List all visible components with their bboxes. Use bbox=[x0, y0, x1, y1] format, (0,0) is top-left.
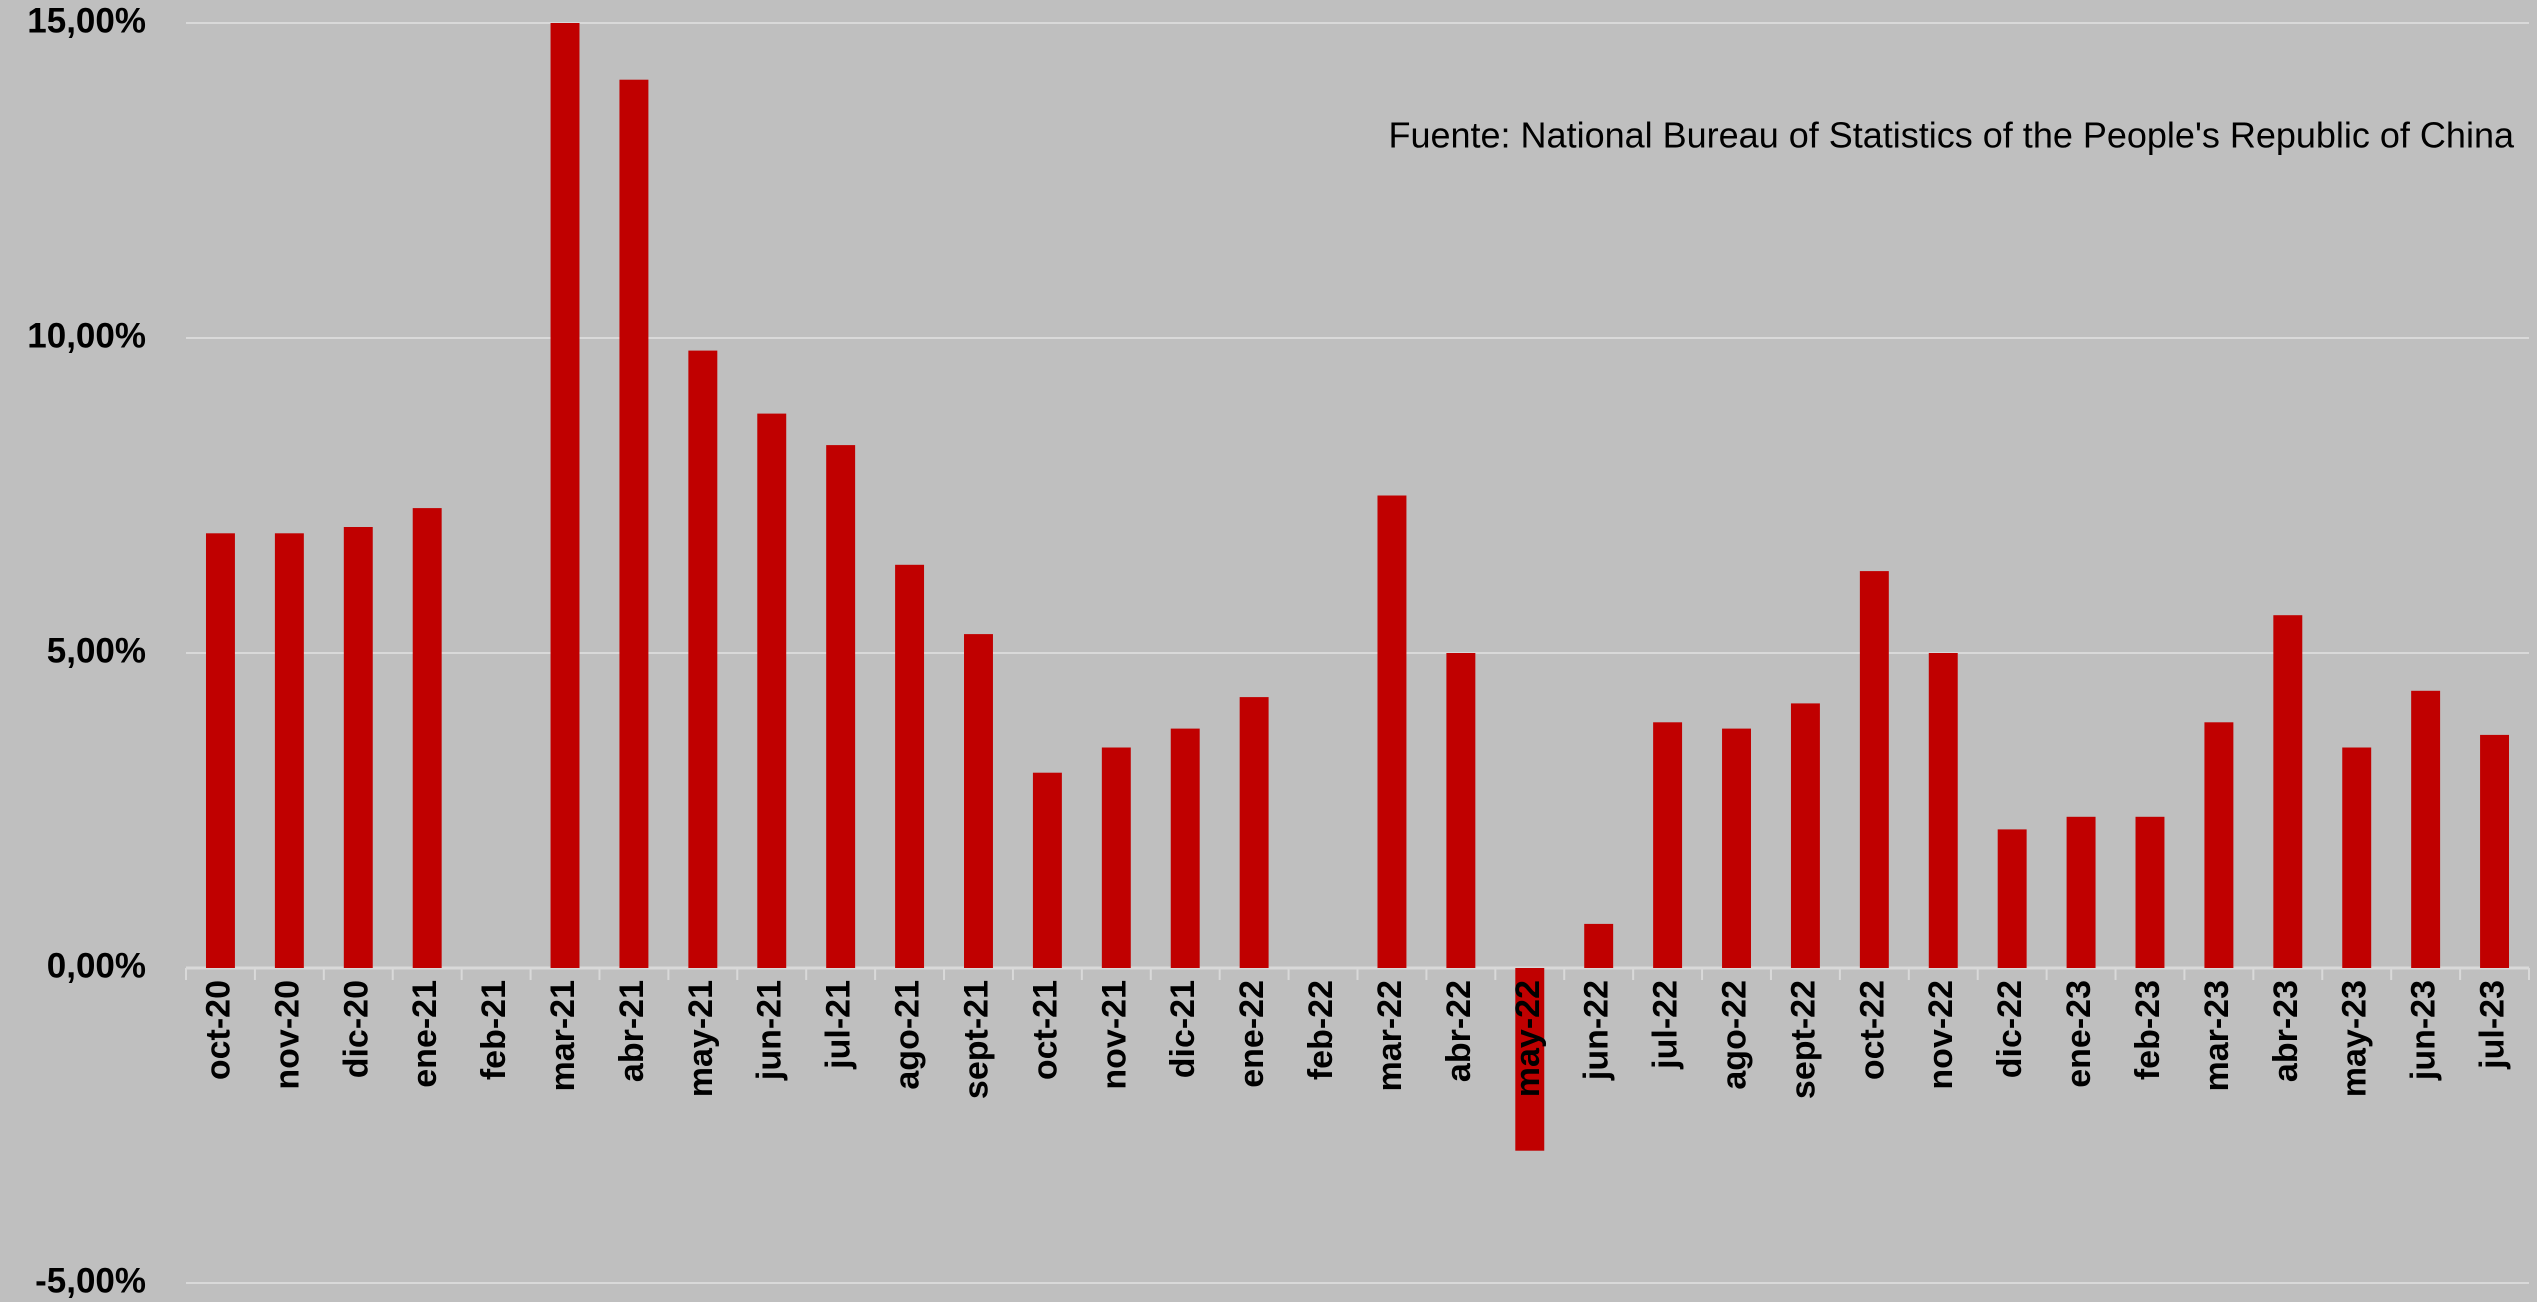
bar bbox=[1446, 653, 1476, 968]
x-tick-label: nov-21 bbox=[1095, 980, 1133, 1090]
x-tick-label: jul-22 bbox=[1647, 980, 1685, 1070]
bar bbox=[688, 350, 718, 969]
x-tick-label: feb-22 bbox=[1302, 980, 1340, 1080]
bar bbox=[2204, 722, 2234, 968]
x-tick-label: oct-22 bbox=[1853, 980, 1891, 1080]
bar bbox=[1032, 772, 1062, 968]
bar bbox=[1101, 747, 1131, 968]
x-tick-label: nov-20 bbox=[268, 980, 306, 1090]
x-tick-label: dic-21 bbox=[1164, 980, 1202, 1078]
x-tick-label: jun-22 bbox=[1578, 980, 1616, 1081]
x-tick-label: mar-21 bbox=[544, 980, 582, 1092]
bar bbox=[1515, 968, 1545, 1151]
x-tick-label: may-23 bbox=[2336, 980, 2374, 1097]
x-tick-label: abr-22 bbox=[1440, 980, 1478, 1082]
bar bbox=[964, 634, 993, 968]
source-note: Fuente: National Bureau of Statistics of… bbox=[1388, 115, 2515, 156]
bar bbox=[2273, 615, 2303, 968]
x-tick-label: mar-22 bbox=[1371, 980, 1409, 1092]
bar bbox=[1239, 697, 1269, 968]
bar bbox=[826, 445, 856, 969]
bar bbox=[1170, 728, 1200, 968]
bar bbox=[2411, 690, 2441, 968]
x-tick-label: may-21 bbox=[682, 980, 720, 1097]
bar bbox=[1584, 923, 1614, 968]
x-tick-label: abr-21 bbox=[613, 980, 651, 1082]
y-tick-label: 0,00% bbox=[47, 946, 146, 985]
bar bbox=[1997, 829, 2027, 968]
bar bbox=[205, 533, 235, 968]
y-tick-label: -5,00% bbox=[35, 1261, 146, 1300]
x-tick-label: dic-20 bbox=[337, 980, 375, 1078]
bar bbox=[2480, 734, 2510, 968]
bar bbox=[343, 527, 373, 968]
x-tick-label: jun-23 bbox=[2405, 980, 2443, 1081]
x-tick-label: ene-23 bbox=[2060, 980, 2098, 1088]
x-tick-label: ene-22 bbox=[1233, 980, 1271, 1088]
bar bbox=[1790, 703, 1820, 968]
x-tick-label: oct-21 bbox=[1026, 980, 1064, 1080]
x-tick-label: feb-21 bbox=[475, 980, 513, 1080]
x-tick-label: sept-22 bbox=[1784, 980, 1822, 1099]
x-tick-label: feb-23 bbox=[2129, 980, 2167, 1080]
y-tick-label: 15,00% bbox=[27, 1, 146, 40]
bar bbox=[274, 533, 304, 968]
x-tick-label: jul-21 bbox=[820, 980, 858, 1070]
y-tick-label: 10,00% bbox=[27, 316, 146, 355]
bar bbox=[2342, 747, 2372, 968]
bar bbox=[2135, 816, 2165, 968]
x-tick-label: dic-22 bbox=[1991, 980, 2029, 1078]
bar bbox=[757, 413, 787, 969]
y-tick-label: 5,00% bbox=[47, 631, 146, 670]
bar bbox=[895, 564, 925, 968]
x-tick-label: nov-22 bbox=[1922, 980, 1960, 1090]
x-tick-label: ago-22 bbox=[1715, 980, 1753, 1090]
bar bbox=[1928, 653, 1958, 968]
x-tick-label: ago-21 bbox=[889, 980, 927, 1090]
bar bbox=[412, 508, 442, 968]
x-tick-label: abr-23 bbox=[2267, 980, 2305, 1082]
bar bbox=[619, 79, 649, 968]
x-tick-label: mar-23 bbox=[2198, 980, 2236, 1092]
x-tick-label: may-22 bbox=[1509, 980, 1547, 1097]
x-tick-label: jul-23 bbox=[2474, 980, 2512, 1070]
bar bbox=[1859, 571, 1889, 968]
x-tick-label: ene-21 bbox=[406, 980, 444, 1088]
bar bbox=[550, 23, 580, 968]
bar bbox=[1653, 722, 1683, 968]
x-tick-label: jun-21 bbox=[751, 980, 789, 1081]
bar bbox=[1377, 495, 1407, 968]
bar bbox=[2066, 816, 2096, 968]
x-tick-label: sept-21 bbox=[957, 980, 995, 1099]
bar bbox=[1722, 728, 1751, 968]
x-tick-label: oct-20 bbox=[199, 980, 237, 1080]
